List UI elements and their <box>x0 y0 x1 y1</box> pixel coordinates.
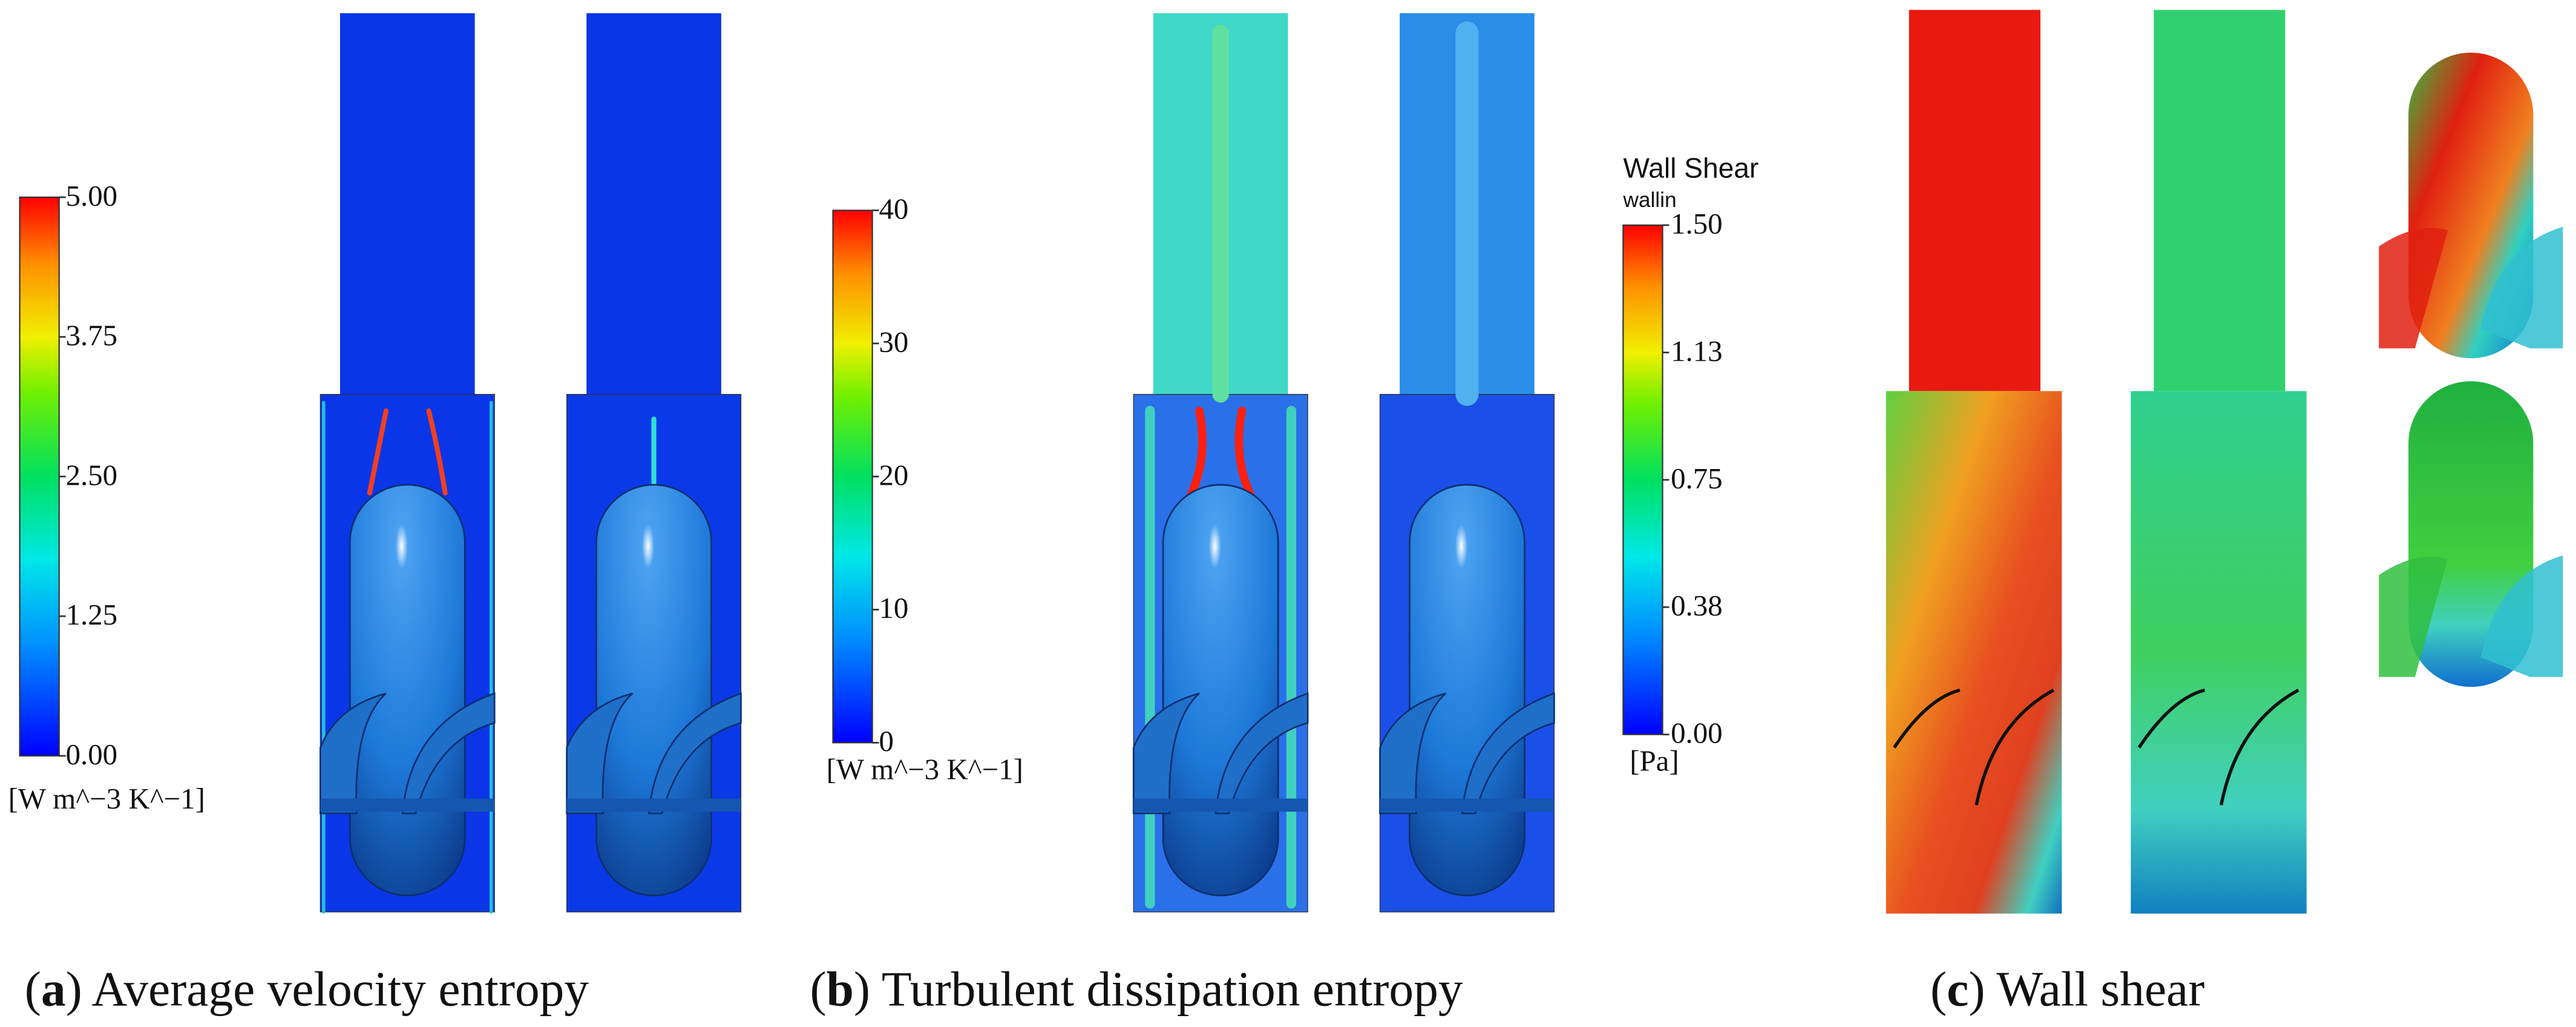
colorbar-unit: [W m^−3 K^−1] <box>8 782 205 815</box>
hub-band <box>566 798 741 812</box>
colorbar-tick-label: 0.75 <box>1671 462 1723 495</box>
fin <box>2379 228 2448 349</box>
colorbar-tick-label: 1.50 <box>1671 207 1723 240</box>
blade <box>1461 692 1555 815</box>
blade-edge <box>1893 688 2054 806</box>
colorbar-tick-label: 30 <box>879 325 908 358</box>
fin <box>2379 556 2448 677</box>
fin <box>2480 226 2563 349</box>
pipe-wall <box>1886 391 2062 914</box>
hub-band <box>1380 798 1555 812</box>
outlet-pipe <box>586 13 721 395</box>
blade <box>1214 692 1309 815</box>
blade <box>1379 692 1447 815</box>
caption-part: ( <box>1930 962 1947 1017</box>
contour-domain <box>566 13 742 913</box>
colorbar-tick-label: 40 <box>879 192 908 226</box>
caption-part: ) Wall shear <box>1968 962 2204 1017</box>
fin <box>2480 555 2563 677</box>
colorbar-tick-label: 1.13 <box>1671 334 1723 367</box>
pipe-wall <box>2131 391 2307 914</box>
colorbar-tick-label: 0.38 <box>1671 589 1723 622</box>
colorbar-unit: [W m^−3 K^−1] <box>827 752 1023 786</box>
colorbar <box>832 209 873 744</box>
colorbar-subtitle: wallin <box>1622 188 1676 212</box>
wall-shear-cylinder <box>1886 10 2062 914</box>
blade-edge <box>2137 688 2299 806</box>
hub-band <box>320 798 495 812</box>
caption: (a) Average velocity entropy <box>25 962 589 1017</box>
colorbar-tick-label: 1.25 <box>66 598 118 631</box>
colorbar-unit: [Pa] <box>1630 744 1679 778</box>
colorbar-tick-label: 0.00 <box>66 738 118 771</box>
colorbar <box>1622 224 1663 735</box>
colorbar <box>19 196 60 757</box>
blade-surface <box>2379 52 2563 358</box>
colorbar-tick-label: 0.00 <box>1671 717 1723 750</box>
colorbar-tick-label: 5.00 <box>66 179 118 212</box>
blade <box>320 692 387 815</box>
outlet-pipe <box>339 13 475 395</box>
caption-part: ( <box>810 962 826 1017</box>
colorbar-tick-label: 10 <box>879 591 908 625</box>
outlet-pipe <box>1909 10 2040 392</box>
contour-domain <box>1132 13 1309 913</box>
wall-shear-cylinder <box>2131 10 2307 914</box>
colorbar-tick-label: 20 <box>879 458 908 491</box>
caption-part: ( <box>25 962 41 1017</box>
hub-band <box>1133 798 1308 812</box>
colorbar-tick-label: 2.50 <box>66 458 118 491</box>
colorbar-title: Wall Shear <box>1623 152 1758 183</box>
contour-streak <box>367 408 389 496</box>
caption: (c) Wall shear <box>1930 962 2204 1017</box>
caption-part: ) Turbulent dissipation entropy <box>854 962 1463 1017</box>
colorbar-tick-label: 3.75 <box>66 319 118 352</box>
capsule-body <box>349 484 466 896</box>
capsule-body <box>1409 484 1526 896</box>
outlet-pipe <box>2154 10 2286 392</box>
blade <box>401 692 496 815</box>
caption-part: b <box>827 962 854 1017</box>
caption-part: c <box>1947 962 1968 1017</box>
blade-surface <box>2379 381 2563 687</box>
blade <box>647 692 742 815</box>
capsule-body <box>1162 484 1279 896</box>
caption-part: ) Average velocity entropy <box>66 962 589 1017</box>
colorbar-tick-label: 0 <box>879 724 893 758</box>
caption-part: a <box>41 962 66 1017</box>
caption: (b) Turbulent dissipation entropy <box>810 962 1463 1017</box>
contour-domain <box>1379 13 1555 913</box>
contour-streak <box>426 408 448 496</box>
blade <box>1132 692 1200 815</box>
blade <box>566 692 634 815</box>
contour-domain <box>320 13 496 914</box>
capsule-body <box>595 484 712 896</box>
